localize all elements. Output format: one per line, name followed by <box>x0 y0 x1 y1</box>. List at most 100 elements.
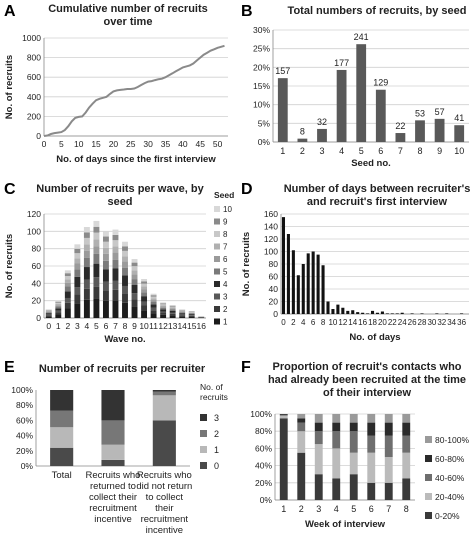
stacked-bar-segment <box>314 422 323 432</box>
stacked-bar-segment <box>93 232 100 240</box>
stacked-bar-segment <box>279 418 288 500</box>
stacked-bar-segment <box>112 289 119 301</box>
x-tick-label: 14 <box>177 321 187 331</box>
x-tick-label: returned to <box>90 481 136 492</box>
chart-title: had already been recruited at the time <box>268 374 466 386</box>
stacked-bar-segment <box>131 259 138 263</box>
chart-title: Number of recruits per recruiter <box>39 363 206 375</box>
stacked-bar-segment <box>367 414 376 423</box>
stacked-bar-segment <box>101 390 125 421</box>
stacked-bar-segment <box>160 303 167 305</box>
stacked-bar-segment <box>160 313 167 315</box>
bar <box>311 251 315 314</box>
stacked-bar-segment <box>45 309 52 311</box>
y-tick-label: 40% <box>255 461 272 471</box>
stacked-bar-segment <box>55 308 62 311</box>
y-tick-label: 20 <box>32 296 42 306</box>
stacked-bar-segment <box>297 414 306 419</box>
data-label: 41 <box>454 113 464 123</box>
stacked-bar-segment <box>141 305 148 311</box>
x-tick-label: 6 <box>311 318 316 327</box>
bar <box>370 310 375 314</box>
x-tick-label: 3 <box>319 146 324 156</box>
legend-swatch <box>200 446 207 453</box>
stacked-bar-segment <box>152 420 176 466</box>
stacked-bar-segment <box>102 231 109 237</box>
chart-title: of their interview <box>323 387 411 399</box>
legend-entry: 0 <box>214 461 219 471</box>
stacked-bar-segment <box>402 435 411 453</box>
stacked-bar-segment <box>297 422 306 432</box>
stacked-bar-segment <box>102 241 109 248</box>
stacked-bar-segment <box>112 268 119 281</box>
x-tick-label: 13 <box>168 321 178 331</box>
stacked-bar-segment <box>102 290 109 301</box>
stacked-bar-segment <box>74 303 81 318</box>
legend-swatch <box>214 231 220 237</box>
stacked-bar-segment <box>349 452 358 475</box>
bar <box>395 133 406 142</box>
stacked-bar-segment <box>169 308 176 310</box>
bar <box>375 89 386 142</box>
bar <box>306 253 310 314</box>
bar <box>400 312 404 314</box>
legend-swatch <box>200 462 207 469</box>
y-tick-label: 40 <box>269 284 279 294</box>
stacked-bar-segment <box>297 418 306 423</box>
stacked-bar-segment <box>402 478 411 500</box>
stacked-bar-segment <box>55 314 62 318</box>
stacked-bar-segment <box>55 310 62 313</box>
stacked-bar-segment <box>64 273 71 277</box>
y-tick-label: 1000 <box>22 33 41 43</box>
legend-entry: 40-60% <box>435 473 465 483</box>
y-tick-label: 80 <box>32 244 42 254</box>
bar <box>366 313 370 314</box>
data-label: 57 <box>435 107 445 117</box>
x-tick-label: 34 <box>447 318 456 327</box>
legend-swatch <box>425 474 432 481</box>
bar <box>434 118 445 142</box>
bar <box>395 313 399 314</box>
x-axis-label: Week of interview <box>305 519 386 530</box>
stacked-bar-segment <box>279 414 288 416</box>
bar <box>331 309 335 314</box>
y-tick-label: 30% <box>253 25 270 35</box>
y-tick-label: 10% <box>253 100 270 110</box>
bar <box>410 313 414 314</box>
x-tick-label: 16 <box>358 318 367 327</box>
stacked-bar-segment <box>169 315 176 318</box>
y-tick-label: 40 <box>32 278 42 288</box>
chart-title: Proportion of recruit's contacts who <box>272 361 461 373</box>
bar <box>380 311 384 314</box>
legend-entry: 2 <box>223 305 228 314</box>
stacked-bar-segment <box>314 444 323 475</box>
x-tick-label: 14 <box>348 318 357 327</box>
stacked-bar-segment <box>64 291 71 298</box>
x-tick-label: 1 <box>56 321 61 331</box>
y-tick-label: 60% <box>255 443 272 453</box>
stacked-bar-segment <box>179 314 186 316</box>
x-axis-label: No. of days <box>349 332 400 343</box>
stacked-bar-segment <box>83 267 90 280</box>
stacked-bar-segment <box>101 420 125 445</box>
stacked-bar-segment <box>160 306 167 308</box>
x-tick-label: 7 <box>113 321 118 331</box>
x-tick-label: 36 <box>457 318 466 327</box>
stacked-bar-segment <box>74 244 81 249</box>
stacked-bar-segment <box>150 295 157 297</box>
stacked-bar-segment <box>141 292 148 297</box>
chart-title: seed <box>107 196 132 208</box>
x-tick-label: 6 <box>104 321 109 331</box>
x-tick-label: 1 <box>281 504 286 514</box>
stacked-bar-segment <box>83 299 90 318</box>
x-tick-label: Recruits who <box>137 470 192 481</box>
y-tick-label: 5% <box>258 118 271 128</box>
stacked-bar-segment <box>141 301 148 306</box>
stacked-bar-segment <box>93 226 100 233</box>
x-tick-label: 22 <box>388 318 397 327</box>
x-tick-label: did not return <box>136 481 192 492</box>
bar <box>326 301 330 314</box>
bar <box>415 120 425 142</box>
bar <box>281 217 286 314</box>
data-label: 22 <box>395 121 405 131</box>
